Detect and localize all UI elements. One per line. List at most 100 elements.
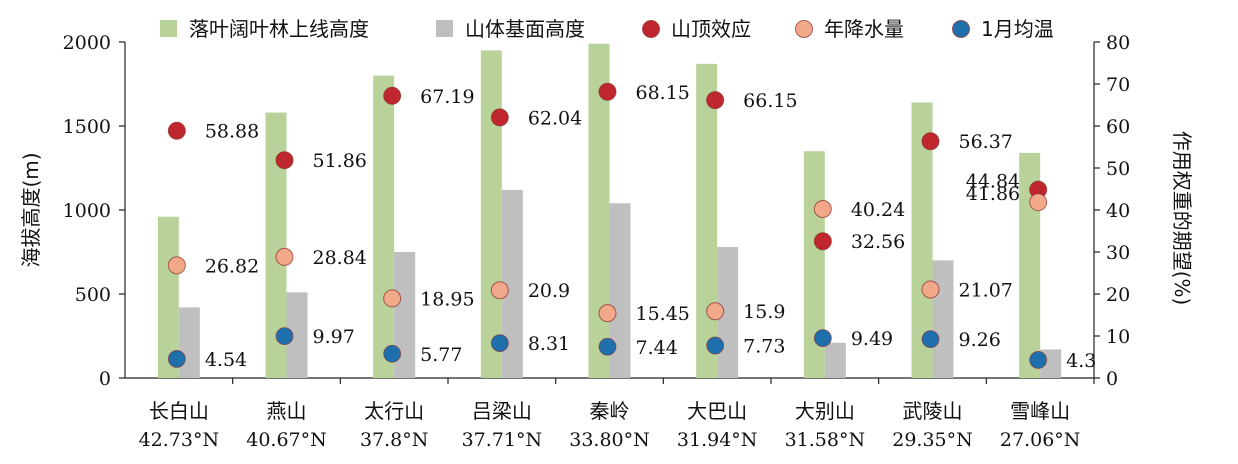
legend-january-temperature: 1月均温: [952, 17, 1054, 41]
y2-tick-label: 40: [1106, 200, 1130, 222]
point-summit-effect: [275, 151, 294, 170]
x-category-label: 武陵山: [903, 399, 963, 423]
data-label: 68.15: [636, 82, 690, 104]
x-latitude-label: 29.35°N: [892, 429, 973, 451]
data-label: 15.45: [636, 303, 690, 325]
bar-forest-upper-limit: [588, 43, 610, 379]
point-january-temperature: [1029, 351, 1048, 369]
data-label: 62.04: [528, 107, 582, 129]
point-annual-precipitation: [383, 289, 402, 308]
point-annual-precipitation: [598, 304, 617, 323]
bars: [157, 43, 1062, 379]
point-summit-effect: [598, 82, 617, 101]
y2-axis-title: 作用权重的期望(%): [1170, 131, 1194, 306]
point-summit-effect: [383, 86, 402, 105]
point-summit-effect: [706, 91, 725, 110]
points: [167, 82, 1048, 369]
data-label: 56.37: [959, 131, 1013, 153]
data-label: 20.9: [528, 280, 570, 302]
x-latitude-label: 37.8°N: [360, 429, 428, 451]
data-label: 21.07: [959, 280, 1013, 302]
data-label: 67.19: [420, 86, 474, 108]
point-summit-effect: [813, 232, 832, 251]
point-january-temperature: [706, 336, 725, 355]
x-category-label: 吕梁山: [472, 399, 532, 423]
data-label: 5.77: [420, 344, 462, 366]
x-latitude-label: 42.73°N: [139, 429, 220, 451]
data-label: 7.73: [743, 336, 785, 358]
x-category-label: 大别山: [795, 399, 855, 423]
bar-forest-upper-limit: [480, 50, 502, 379]
data-label: 44.84: [966, 171, 1020, 193]
bar-forest-upper-limit: [911, 102, 933, 378]
bar-mountain-base: [824, 342, 846, 378]
point-annual-precipitation: [275, 247, 294, 266]
y-tick-label: 0: [99, 368, 111, 390]
point-summit-effect: [490, 108, 509, 127]
point-annual-precipitation: [490, 281, 509, 300]
data-label: 58.88: [205, 121, 259, 143]
point-january-temperature: [383, 344, 402, 363]
x-category-label: 长白山: [149, 399, 209, 423]
y2-tick-label: 30: [1106, 242, 1130, 264]
x-latitude-label: 40.67°N: [246, 429, 327, 451]
y-axis-title: 海拔高度(m): [19, 152, 43, 267]
y2-tick-label: 60: [1106, 116, 1130, 138]
legend-swatch: [436, 20, 453, 37]
point-january-temperature: [490, 334, 509, 352]
x-latitude-label: 37.71°N: [462, 429, 543, 451]
bar-forest-upper-limit: [265, 112, 287, 378]
legend-marker: [795, 20, 813, 38]
y2-tick-label: 80: [1106, 32, 1130, 54]
y-tick-label: 500: [75, 284, 111, 306]
point-annual-precipitation: [813, 199, 832, 218]
bar-forest-upper-limit: [373, 75, 395, 378]
point-january-temperature: [275, 327, 294, 346]
bar-forest-upper-limit: [696, 63, 718, 379]
point-january-temperature: [598, 337, 617, 356]
x-latitude-label: 31.58°N: [785, 429, 866, 451]
data-label: 9.26: [959, 329, 1001, 351]
data-label: 41.86: [966, 183, 1020, 205]
legend-mountain-base: 山体基面高度: [436, 17, 585, 41]
x-category-label: 大巴山: [687, 399, 747, 423]
axes: 0 500 1000 1500 2000 0 10 20 30 40 50 60 70 80 海拔高度(m)…: [19, 32, 1194, 451]
bar-mountain-base: [394, 252, 416, 378]
data-label: 15.9: [743, 301, 785, 323]
x-category-label: 雪峰山: [1010, 399, 1070, 423]
legend-summit-effect: 山顶效应: [642, 17, 751, 41]
y2-tick-label: 50: [1106, 158, 1130, 180]
y2-tick-label: 20: [1106, 284, 1130, 306]
y2-tick-label: 0: [1106, 368, 1118, 390]
data-label: 51.86: [313, 150, 367, 172]
data-label: 18.95: [420, 288, 474, 310]
y-tick-label: 1500: [63, 116, 111, 138]
point-summit-effect: [921, 132, 940, 151]
legend-label: 1月均温: [981, 17, 1054, 41]
data-label: 8.31: [528, 333, 570, 355]
x-latitude-label: 31.94°N: [677, 429, 758, 451]
legend-label: 山体基面高度: [465, 17, 585, 41]
y-tick-label: 2000: [63, 32, 111, 54]
x-category-label: 秦岭: [590, 399, 630, 423]
data-labels: 58.88 51.86 67.19 62.04 68.15 66.15 32.56 56.37…: [205, 82, 1097, 372]
y2-tick-label: 70: [1106, 74, 1130, 96]
x-category-label: 太行山: [364, 399, 424, 423]
data-label: 9.49: [851, 328, 893, 350]
legend-forest-upper-limit: 落叶阔叶林上线高度: [160, 17, 369, 41]
data-label: 4.3: [1066, 350, 1096, 372]
legend-marker: [952, 20, 970, 38]
legend: 落叶阔叶林上线高度 山体基面高度 山顶效应 年降水量 1月均温: [160, 17, 1054, 41]
data-label: 66.15: [743, 90, 797, 112]
data-label: 4.54: [205, 349, 247, 371]
point-annual-precipitation: [706, 302, 725, 321]
data-label: 40.24: [851, 199, 905, 221]
data-label: 28.84: [313, 247, 367, 269]
bar-mountain-base: [501, 189, 523, 378]
point-summit-effect: [167, 121, 186, 140]
point-annual-precipitation: [167, 256, 186, 275]
bar-mountain-base: [178, 307, 200, 378]
point-annual-precipitation: [1029, 193, 1048, 212]
legend-swatch: [160, 20, 177, 37]
